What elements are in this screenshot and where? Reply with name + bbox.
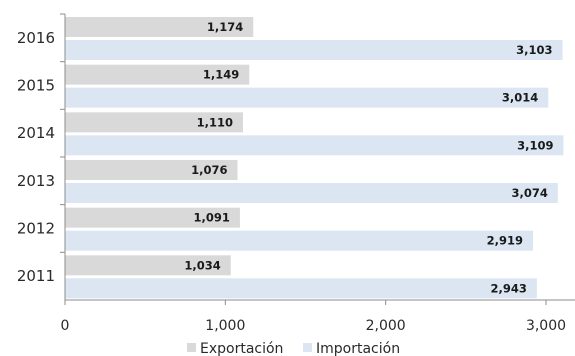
export-value-label-2014: 1,110: [197, 115, 233, 129]
import-bar-2011: [65, 278, 537, 299]
category-label-2016: 2016: [17, 29, 55, 47]
axes-group: [60, 13, 575, 305]
import-value-label-2013: 3,074: [511, 186, 547, 200]
import-value-label-2011: 2,943: [490, 281, 526, 295]
export-value-label-2016: 1,174: [207, 20, 243, 34]
export-bar-2011: [65, 255, 231, 276]
legend-import-label: Importación: [316, 341, 400, 356]
import-bar-2012: [65, 230, 534, 251]
export-bar-2016: [65, 17, 254, 37]
category-label-2012: 2012: [17, 220, 55, 238]
import-value-label-2014: 3,109: [517, 138, 553, 152]
category-label-2011: 2011: [17, 267, 55, 285]
legend: Exportación Importación: [187, 341, 400, 356]
export-value-label-2012: 1,091: [194, 211, 230, 225]
import-value-label-2012: 2,919: [487, 234, 523, 248]
category-label-2013: 2013: [17, 172, 55, 190]
export-bar-2013: [65, 160, 238, 180]
x-tick-label-1000: 1,000: [205, 318, 245, 334]
import-bar-2016: [65, 40, 563, 60]
bars-group: [65, 17, 564, 299]
legend-import-swatch: [303, 343, 312, 352]
import-value-label-2016: 3,103: [516, 43, 552, 57]
export-value-label-2013: 1,076: [191, 163, 227, 177]
import-bar-2013: [65, 183, 558, 203]
import-value-label-2015: 3,014: [502, 91, 538, 105]
export-bar-2012: [65, 207, 240, 228]
import-bar-2014: [65, 135, 564, 156]
export-bar-2014: [65, 112, 243, 133]
import-bar-2015: [65, 87, 549, 108]
x-tick-label-3000: 3,000: [526, 318, 566, 334]
export-value-label-2011: 1,034: [184, 258, 220, 272]
x-tick-label-2000: 2,000: [366, 318, 406, 334]
category-label-2015: 2015: [17, 77, 55, 95]
category-label-2014: 2014: [17, 124, 55, 142]
labels-group: 1,174 3,103 2016 1,149 3,014 2015 1,110 3,109 20…: [17, 20, 566, 334]
legend-export-swatch: [187, 343, 196, 352]
x-tick-label-0: 0: [61, 318, 70, 334]
export-bar-2015: [65, 64, 250, 85]
legend-export-label: Exportación: [200, 341, 283, 356]
export-value-label-2015: 1,149: [203, 68, 239, 82]
